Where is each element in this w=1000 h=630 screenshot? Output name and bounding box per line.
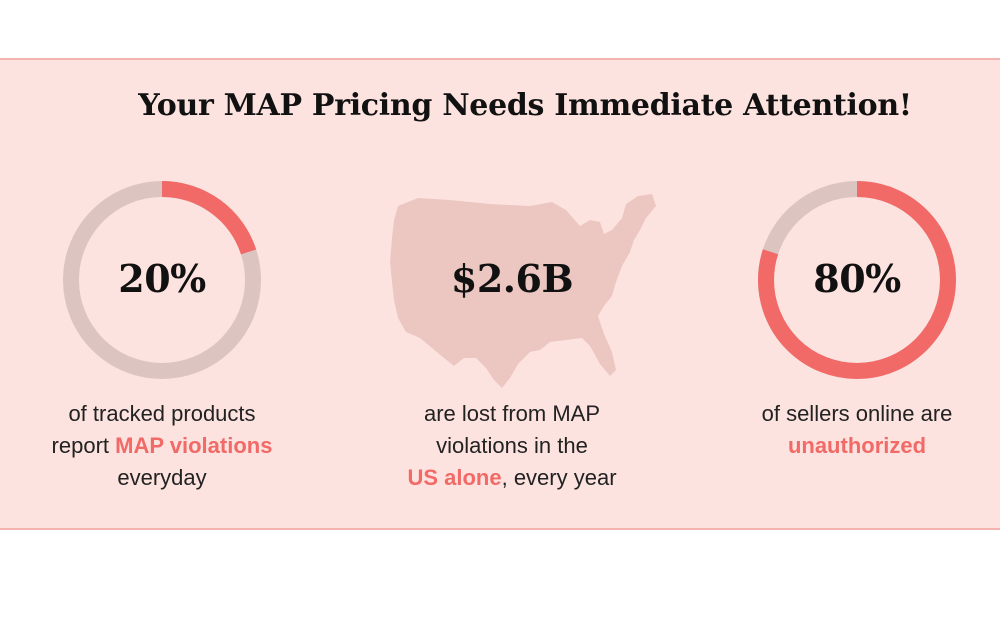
page-title: Your MAP Pricing Needs Immediate Attenti… xyxy=(138,88,912,123)
caption-line: everyday xyxy=(117,465,207,490)
caption-line: are lost from MAP xyxy=(423,401,601,426)
caption-line: US alone, every year xyxy=(382,462,642,494)
progress-ring-20 xyxy=(63,181,261,379)
caption-line: violations in the xyxy=(436,433,588,458)
caption-line: of tracked products xyxy=(68,401,256,426)
stat-annual-loss: $2.6B are lost from MAP violations in th… xyxy=(382,170,656,510)
caption-line: report MAP violations xyxy=(42,430,282,462)
stat-unauthorized-sellers: 80% of sellers online are unauthorized xyxy=(742,170,972,510)
stat-caption: are lost from MAP violations in the US a… xyxy=(382,398,642,494)
ring-fill xyxy=(63,181,261,379)
caption-text: report xyxy=(51,433,116,458)
caption-line: of sellers online are xyxy=(761,401,953,426)
us-map-icon xyxy=(390,194,656,388)
stat-value: 20% xyxy=(118,256,206,301)
stat-value: $2.6B xyxy=(450,256,574,301)
caption-text: , every year xyxy=(501,465,617,490)
progress-ring-80 xyxy=(758,181,956,379)
caption-highlight: US alone xyxy=(407,465,502,490)
stat-tracked-products: 20% of tracked products report MAP viola… xyxy=(42,170,282,510)
caption-line: unauthorized xyxy=(742,430,972,462)
caption-highlight: MAP violations xyxy=(115,433,273,458)
stat-caption: of sellers online are unauthorized xyxy=(742,398,972,462)
caption-highlight: unauthorized xyxy=(787,433,927,458)
stat-caption: of tracked products report MAP violation… xyxy=(42,398,282,494)
ring-fill xyxy=(758,181,956,379)
stat-value: 80% xyxy=(813,256,901,301)
